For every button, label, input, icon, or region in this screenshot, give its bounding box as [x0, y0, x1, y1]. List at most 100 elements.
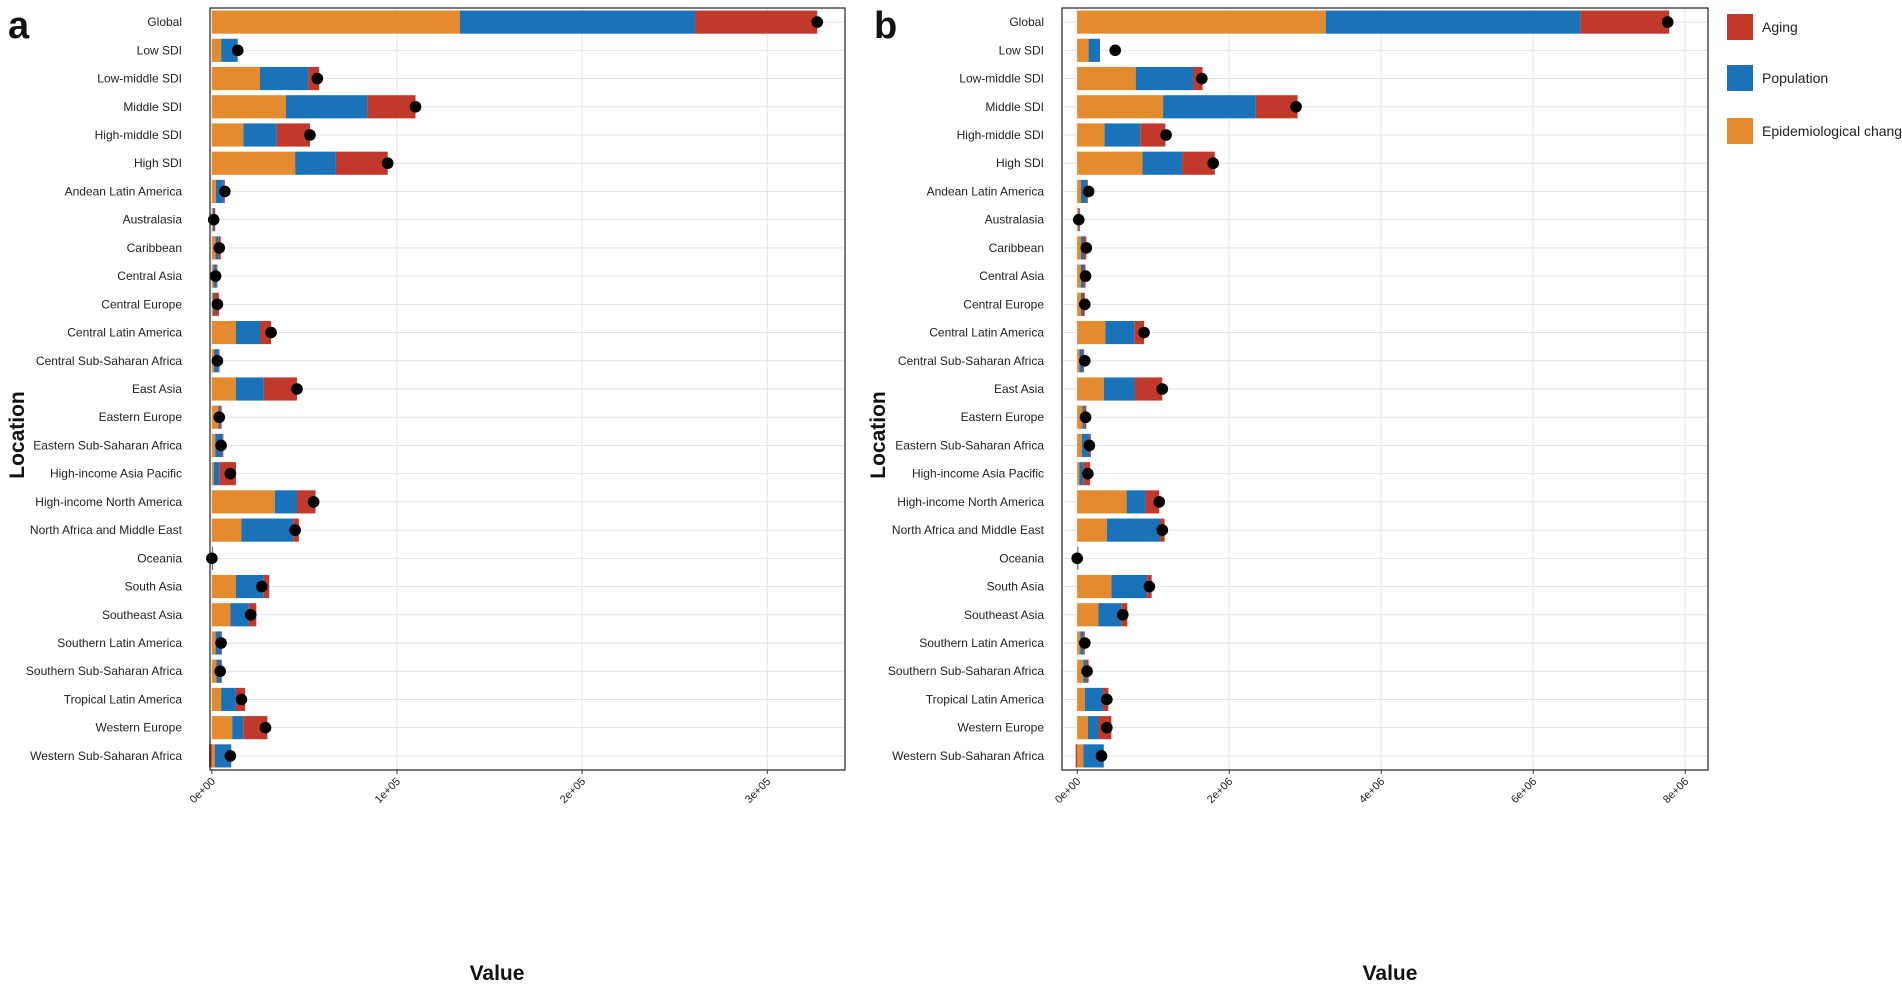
- bar-high-income-north-america-population: [1126, 490, 1146, 514]
- category-label: Central Sub-Saharan Africa: [36, 354, 182, 368]
- total-point-central-latin-america: [265, 326, 277, 339]
- total-point-east-asia: [1156, 383, 1169, 395]
- total-point-south-asia: [1143, 580, 1156, 593]
- bar-western-europe-aging: [243, 716, 268, 740]
- bar-middle-sdi-epidemiological-change: [211, 95, 286, 119]
- panel-b-total-points: [1071, 16, 1674, 762]
- category-label: Low SDI: [137, 43, 182, 57]
- category-label: Western Europe: [958, 721, 1045, 735]
- category-label: High SDI: [996, 156, 1044, 170]
- bar-middle-sdi-epidemiological-change: [1077, 95, 1164, 119]
- bar-eastern-sub-saharan-africa-epidemiological-change: [211, 433, 216, 458]
- total-point-southern-sub-saharan-africa: [214, 665, 226, 678]
- category-label: Global: [147, 15, 182, 29]
- total-point-southern-latin-america: [1079, 637, 1091, 649]
- category-label: Eastern Sub-Saharan Africa: [895, 438, 1044, 452]
- category-label: Southeast Asia: [964, 608, 1044, 622]
- category-label: North Africa and Middle East: [30, 523, 183, 537]
- x-tick-label: 2e+05: [558, 776, 588, 806]
- bar-central-latin-america-population: [235, 320, 260, 345]
- total-point-low-middle-sdi: [311, 72, 324, 85]
- bar-western-sub-saharan-africa-aging: [1075, 744, 1078, 768]
- category-label: Western Sub-Saharan Africa: [892, 749, 1044, 763]
- total-point-eastern-sub-saharan-africa: [1083, 439, 1096, 452]
- category-label: Western Europe: [96, 721, 183, 735]
- legend-swatch-population: [1727, 65, 1753, 91]
- bar-high-middle-sdi-epidemiological-change: [211, 123, 244, 147]
- total-point-eastern-sub-saharan-africa: [215, 439, 227, 452]
- category-label: North Africa and Middle East: [892, 523, 1045, 537]
- category-label: Low SDI: [999, 43, 1044, 57]
- total-point-middle-sdi: [1290, 100, 1302, 113]
- total-point-south-asia: [256, 580, 268, 593]
- bar-high-sdi-population: [295, 151, 336, 175]
- bar-central-sub-saharan-africa-epidemiological-change: [1077, 349, 1080, 373]
- category-label: Global: [1009, 15, 1044, 29]
- legend-label-epidemiological-change: Epidemiological change: [1762, 123, 1902, 139]
- bar-western-sub-saharan-africa-population: [214, 744, 232, 768]
- legend-item-aging: Aging: [1727, 14, 1798, 40]
- total-point-central-sub-saharan-africa: [211, 354, 224, 367]
- total-point-central-europe: [211, 298, 224, 311]
- bar-global-epidemiological-change: [211, 10, 460, 34]
- total-point-high-income-north-america: [307, 496, 320, 508]
- bar-high-sdi-aging: [1182, 151, 1215, 175]
- bar-tropical-latin-america-epidemiological-change: [1077, 687, 1085, 712]
- bar-middle-sdi-aging: [1255, 95, 1298, 119]
- bar-low-middle-sdi-epidemiological-change: [211, 66, 260, 91]
- bar-southeast-asia-epidemiological-change: [1077, 603, 1099, 627]
- bar-southern-latin-america-epidemiological-change: [1077, 631, 1081, 655]
- bar-global-aging: [1580, 10, 1670, 34]
- bar-high-income-north-america-population: [274, 490, 298, 514]
- category-label: East Asia: [994, 382, 1044, 396]
- bar-southern-sub-saharan-africa-epidemiological-change: [1077, 659, 1084, 683]
- category-label: High-income North America: [35, 495, 182, 509]
- panel-b-x-tick-labels: 0e+00 2e+06 4e+06 6e+06 8e+06: [1053, 770, 1691, 806]
- total-point-high-income-asia-pacific: [1082, 467, 1094, 480]
- total-point-global: [1661, 16, 1674, 28]
- total-point-western-europe: [1101, 721, 1113, 734]
- bar-western-europe-epidemiological-change: [211, 716, 233, 740]
- category-label: Central Latin America: [929, 326, 1044, 340]
- total-point-tropical-latin-america: [1101, 693, 1113, 706]
- bar-middle-sdi-population: [1163, 95, 1256, 119]
- total-point-high-income-north-america: [1153, 496, 1166, 508]
- total-point-high-income-asia-pacific: [224, 467, 237, 480]
- category-label: Eastern Europe: [99, 410, 183, 424]
- bar-high-income-asia-pacific-population: [213, 462, 220, 486]
- bar-global-population: [459, 10, 696, 34]
- bar-south-asia-epidemiological-change: [211, 574, 236, 599]
- bar-east-asia-epidemiological-change: [1077, 377, 1104, 401]
- bar-south-asia-epidemiological-change: [1077, 574, 1112, 599]
- total-point-southern-latin-america: [215, 637, 227, 649]
- bar-andean-latin-america-epidemiological-change: [1077, 179, 1081, 204]
- category-label: Central Sub-Saharan Africa: [898, 354, 1044, 368]
- category-label: Southern Sub-Saharan Africa: [888, 664, 1044, 678]
- total-point-southeast-asia: [244, 608, 257, 621]
- bar-central-latin-america-population: [1105, 320, 1135, 345]
- x-tick-label: 1e+05: [373, 776, 403, 806]
- category-label: Southern Latin America: [57, 636, 182, 650]
- bar-caribbean-epidemiological-change: [1077, 236, 1081, 260]
- bar-tropical-latin-america-population: [221, 687, 236, 712]
- bar-low-sdi-population: [221, 38, 238, 62]
- panel-a-gridlines: [210, 8, 845, 770]
- total-point-oceania: [206, 552, 218, 565]
- bar-high-income-north-america-aging: [297, 490, 316, 514]
- total-point-central-asia: [209, 270, 222, 282]
- total-point-high-middle-sdi: [1160, 129, 1172, 141]
- bar-southeast-asia-population: [1098, 603, 1122, 627]
- bar-high-sdi-aging: [335, 151, 388, 175]
- bar-low-sdi-population: [1088, 38, 1100, 62]
- bar-western-europe-epidemiological-change: [1077, 716, 1088, 740]
- category-label: South Asia: [987, 580, 1045, 594]
- total-point-caribbean: [213, 242, 226, 254]
- total-point-central-latin-america: [1138, 326, 1150, 339]
- bar-western-sub-saharan-africa-epidemiological-change: [1077, 744, 1084, 768]
- total-point-central-europe: [1079, 298, 1091, 311]
- bar-andean-latin-america-epidemiological-change: [211, 179, 216, 204]
- panel-b-plot: Global Low SDI Low-middle SDI Middle SDI Hig…: [867, 7, 1709, 985]
- bar-high-income-north-america-epidemiological-change: [1077, 490, 1127, 514]
- legend: Aging Population Epidemiological change: [1727, 14, 1902, 144]
- bar-east-asia-epidemiological-change: [211, 377, 236, 401]
